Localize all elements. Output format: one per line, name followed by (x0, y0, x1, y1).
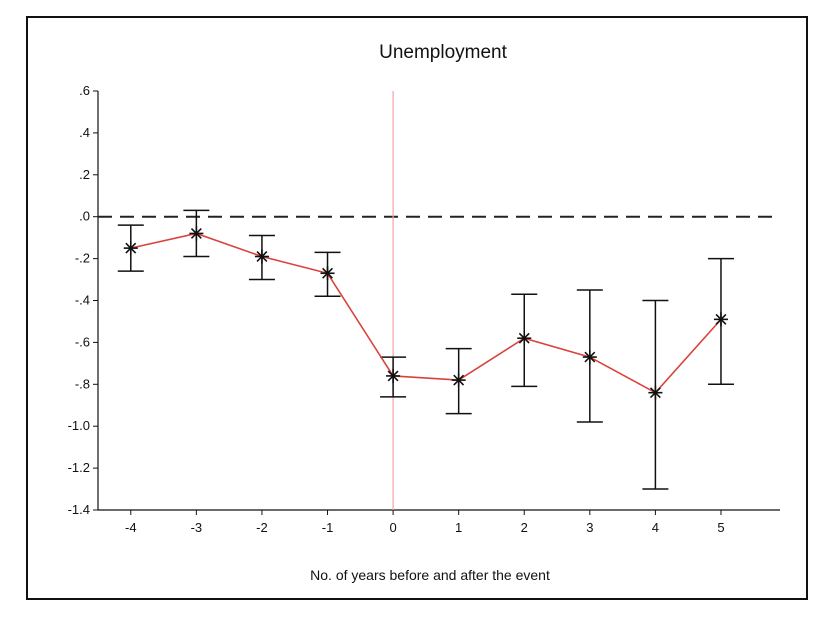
x-tick-label: -4 (125, 520, 137, 535)
x-tick-label: -2 (256, 520, 268, 535)
chart-title: Unemployment (379, 42, 507, 63)
data-point (189, 226, 204, 241)
plot-area: .6 .4 .2 .0 -.2 -.4 -.6 -.8 -1.0 -1.2 -1.4 -4 -3 -2 -1… (68, 83, 780, 535)
data-point (320, 266, 335, 281)
x-tick-label: 2 (521, 520, 528, 535)
data-point (713, 312, 728, 327)
series-line (130, 232, 722, 394)
data-point (648, 385, 663, 400)
data-point (582, 350, 597, 365)
data-point (254, 249, 269, 264)
y-tick-label: -.8 (75, 376, 90, 391)
y-tick-label: -.6 (75, 334, 90, 349)
y-tick-label: -.2 (75, 251, 90, 266)
x-axis-label: No. of years before and after the event (310, 567, 550, 583)
chart-svg: Unemployment No. of years before and aft… (68, 42, 780, 583)
y-tick-label: .2 (79, 167, 90, 182)
x-tick-label: 1 (455, 520, 462, 535)
x-tick-label: 5 (717, 520, 724, 535)
data-point (451, 373, 466, 388)
y-tick-label: .0 (79, 209, 90, 224)
y-tick-label: -1.0 (68, 418, 90, 433)
y-tick-label: -.4 (75, 293, 90, 308)
x-tick-label: 3 (586, 520, 593, 535)
y-tick-label: -1.2 (68, 460, 90, 475)
x-tick-label: -1 (322, 520, 334, 535)
y-tick-label: -1.4 (68, 502, 90, 517)
y-tick-label: .6 (79, 83, 90, 98)
chart-frame: Unemployment No. of years before and aft… (26, 16, 808, 600)
data-point (386, 368, 401, 383)
x-tick-label: 4 (652, 520, 659, 535)
data-point (123, 241, 138, 256)
y-tick-label: .4 (79, 125, 90, 140)
x-tick-label: -3 (191, 520, 203, 535)
x-tick-label: 0 (389, 520, 396, 535)
data-point (517, 331, 532, 346)
